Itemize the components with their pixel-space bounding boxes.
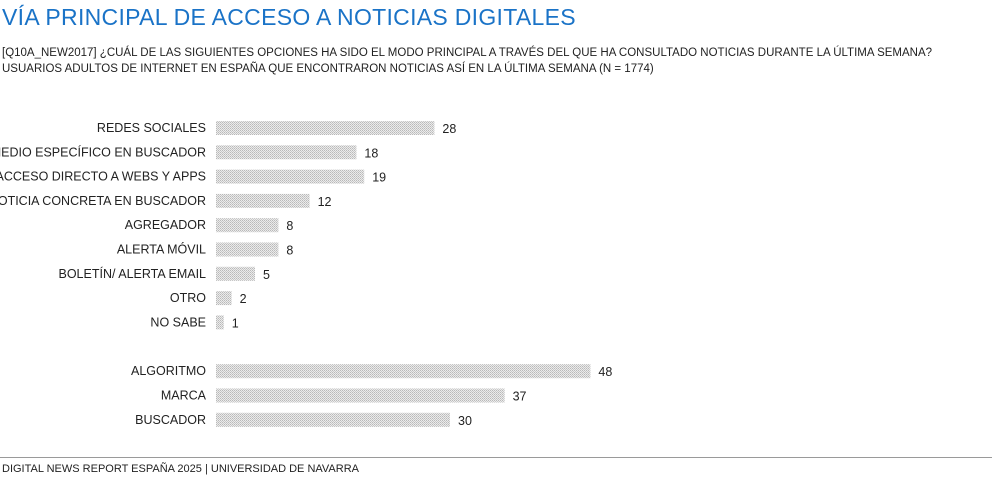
category-label-algoritmo: ALGORITMO xyxy=(131,364,206,378)
category-label-no-sabe: NO SABE xyxy=(150,315,206,329)
category-label-acceso-directo-a-webs-y-apps: ACCESO DIRECTO A WEBS Y APPS xyxy=(0,170,206,184)
value-label-agregador: 8 xyxy=(286,219,293,233)
value-label-boletin-alerta-email: 5 xyxy=(263,268,270,282)
category-label-boletin-alerta-email: BOLETÍN/ ALERTA EMAIL xyxy=(58,266,206,281)
bar-redes-sociales xyxy=(216,121,435,135)
category-label-redes-sociales: REDES SOCIALES xyxy=(97,121,206,135)
bar-alerta-movil xyxy=(216,242,279,257)
value-label-redes-sociales: 28 xyxy=(442,122,456,136)
category-label-alerta-movil: ALERTA MÓVIL xyxy=(117,242,206,257)
value-label-otro: 2 xyxy=(240,292,247,306)
bar-marca xyxy=(216,388,505,403)
category-label-agregador: AGREGADOR xyxy=(125,218,206,232)
category-label-otro: OTRO xyxy=(170,291,206,305)
category-label-medio-especifico-en-buscador: MEDIO ESPECÍFICO EN BUSCADOR xyxy=(0,144,206,159)
value-label-buscador: 30 xyxy=(458,414,472,428)
bar-otro xyxy=(216,291,232,306)
category-label-noticia-concreta-en-buscador: NOTICIA CONCRETA EN BUSCADOR xyxy=(0,194,206,208)
value-label-marca: 37 xyxy=(513,390,527,404)
chart-subtitle: [Q10A_NEW2017] ¿CUÁL DE LAS SIGUIENTES O… xyxy=(2,45,932,77)
subtitle-population: USUARIOS ADULTOS DE INTERNET EN ESPAÑA Q… xyxy=(2,63,654,75)
value-label-no-sabe: 1 xyxy=(232,316,239,330)
bar-boletin-alerta-email xyxy=(216,266,255,281)
bar-algoritmo xyxy=(216,364,591,379)
bar-noticia-concreta-en-buscador xyxy=(216,193,310,208)
value-label-algoritmo: 48 xyxy=(598,365,612,379)
bar-medio-especifico-en-buscador xyxy=(216,145,357,160)
bar-no-sabe xyxy=(216,315,224,330)
bar-acceso-directo-a-webs-y-apps xyxy=(216,169,365,184)
footer-source: DIGITAL NEWS REPORT ESPAÑA 2025 | UNIVER… xyxy=(2,463,359,475)
category-label-marca: MARCA xyxy=(161,389,207,403)
bar-agregador xyxy=(216,218,279,233)
bar-buscador xyxy=(216,412,450,427)
value-label-alerta-movil: 8 xyxy=(286,244,293,258)
value-label-acceso-directo-a-webs-y-apps: 19 xyxy=(372,171,386,185)
footer-divider xyxy=(0,457,992,458)
category-label-buscador: BUSCADOR xyxy=(135,413,206,427)
subtitle-question: [Q10A_NEW2017] ¿CUÁL DE LAS SIGUIENTES O… xyxy=(2,47,933,59)
value-label-noticia-concreta-en-buscador: 12 xyxy=(318,195,332,209)
chart-title: VÍA PRINCIPAL DE ACCESO A NOTICIAS DIGIT… xyxy=(2,4,576,30)
value-label-medio-especifico-en-buscador: 18 xyxy=(364,146,378,160)
